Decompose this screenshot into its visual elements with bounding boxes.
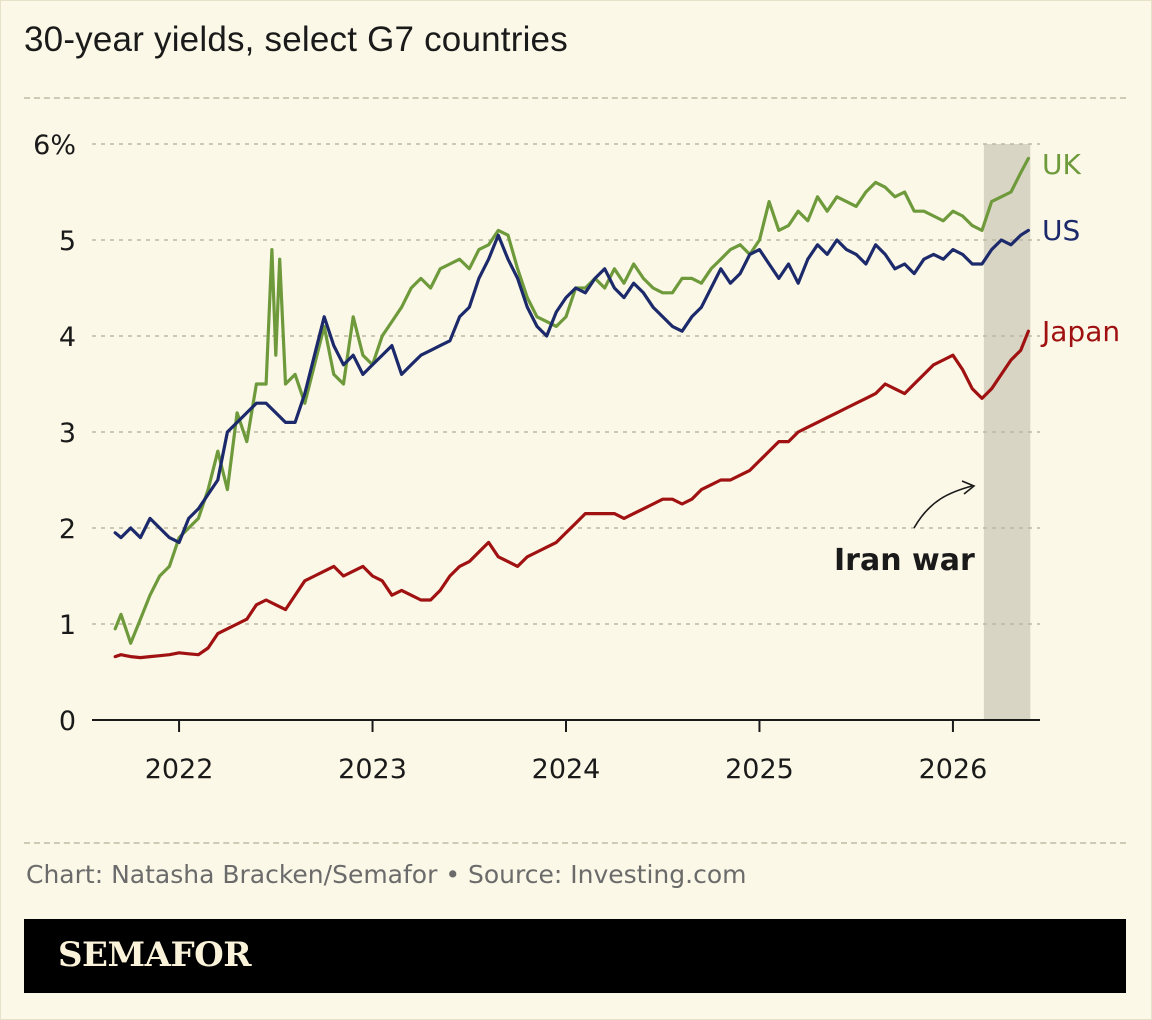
iran-war-shaded-region <box>983 144 1031 720</box>
x-tick-label-2023: 2023 <box>338 754 407 785</box>
series-line-japan <box>113 329 1031 660</box>
series-lines <box>113 156 1031 660</box>
y-tick-label-5: 5 <box>59 226 76 257</box>
y-tick-label-1: 1 <box>59 610 76 641</box>
annotation-text: Iran war <box>834 543 975 578</box>
shaded-region-rect <box>983 144 1031 720</box>
series-label-uk: UK <box>1042 148 1081 181</box>
series-label-japan: Japan <box>1040 315 1120 348</box>
annotation-arrow-head <box>961 480 976 495</box>
series-labels: UK US Japan <box>1040 148 1120 348</box>
x-tick-label-2026: 2026 <box>919 754 988 785</box>
series-line-us <box>113 228 1031 545</box>
semafor-logo: SEMAFOR <box>58 935 252 975</box>
y-tick-label-2: 2 <box>59 514 76 545</box>
brand-bar: SEMAFOR <box>24 919 1126 993</box>
x-tick-label-2025: 2025 <box>725 754 794 785</box>
y-tick-label-3: 3 <box>59 418 76 449</box>
chart-title: 30-year yields, select G7 countries <box>24 20 568 59</box>
y-axis-tick-labels: 0 1 2 3 4 5 6% <box>33 130 76 737</box>
x-tick-label-2022: 2022 <box>145 754 214 785</box>
title-divider <box>24 97 1126 99</box>
chart-credit: Chart: Natasha Bracken/Semafor • Source:… <box>26 860 747 889</box>
y-tick-label-0: 0 <box>59 706 76 737</box>
x-axis <box>92 719 1040 732</box>
x-tick-label-2024: 2024 <box>532 754 601 785</box>
series-line-uk <box>113 156 1031 645</box>
y-tick-label-6: 6% <box>33 130 76 161</box>
annotation-arrow-line <box>913 485 973 529</box>
iran-war-annotation: Iran war <box>834 480 976 578</box>
x-axis-tick-labels: 2022 2023 2024 2025 2026 <box>145 754 988 785</box>
y-tick-label-4: 4 <box>59 322 76 353</box>
footer-divider <box>24 842 1126 844</box>
series-label-us: US <box>1042 214 1080 247</box>
